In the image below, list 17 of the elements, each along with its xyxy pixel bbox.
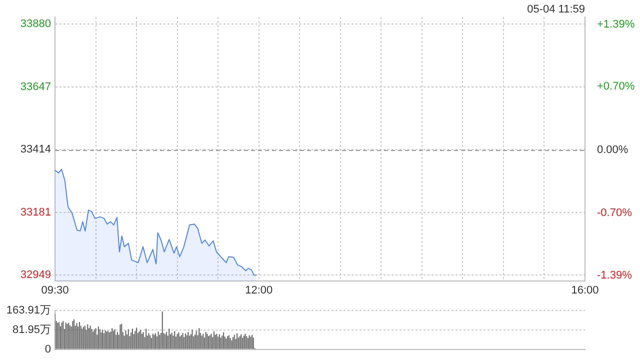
x-tick-label: 16:00: [571, 284, 599, 297]
y2-tick-label: -1.39%: [597, 270, 632, 282]
y-tick-label: 0: [44, 343, 51, 356]
y-tick-label: 32949: [20, 269, 51, 282]
y-tick-label: 33647: [20, 80, 51, 93]
y-tick-label: 33880: [20, 18, 51, 30]
y2-tick-label: +1.39%: [597, 18, 635, 30]
y2-tick-label: 0.00%: [597, 144, 628, 156]
x-tick-label: 09:30: [41, 284, 69, 297]
y-tick-label: 33414: [20, 144, 51, 156]
x-tick-label: 12:00: [245, 284, 273, 297]
y-tick-label: 33181: [20, 206, 51, 219]
y-tick-label: 163.91万: [6, 304, 51, 317]
y2-tick-label: -0.70%: [597, 207, 632, 220]
y2-tick-label: +0.70%: [597, 80, 635, 93]
y-tick-label: 81.95万: [12, 324, 51, 336]
text: 05-04 11:59: [527, 4, 585, 16]
